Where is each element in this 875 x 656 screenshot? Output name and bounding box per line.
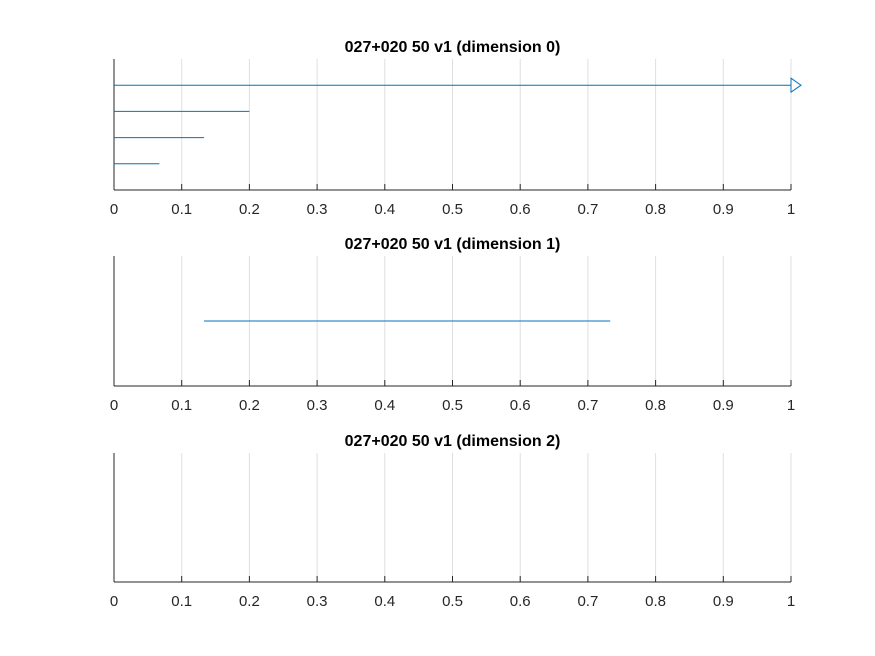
x-tick-label: 0.5 — [442, 201, 463, 218]
x-tick-label: 0.8 — [645, 397, 666, 414]
x-tick-label: 0.1 — [171, 201, 192, 218]
x-tick-label: 0.3 — [307, 201, 328, 218]
x-tick-label: 0.4 — [374, 201, 395, 218]
chart-panel-1: 027+020 50 v1 (dimension 1) 0 0.1 0.2 0.3 0.4… — [110, 236, 795, 414]
x-tick-label: 0.6 — [510, 593, 531, 610]
x-tick-label: 0 — [110, 201, 118, 218]
x-tick-label: 1 — [787, 201, 795, 218]
chart-title: 027+020 50 v1 (dimension 1) — [345, 236, 561, 253]
x-tick-label: 0.9 — [713, 397, 734, 414]
x-tick-label: 1 — [787, 593, 795, 610]
x-tick-label: 0.8 — [645, 593, 666, 610]
infinite-arrow-marker — [790, 77, 802, 94]
x-tick-label: 0.7 — [577, 397, 598, 414]
x-tick-label: 0 — [110, 593, 118, 610]
x-tick-label: 0.3 — [307, 593, 328, 610]
x-tick-label: 0.5 — [442, 593, 463, 610]
x-tick-label: 0.9 — [713, 593, 734, 610]
x-tick-label: 0.4 — [374, 397, 395, 414]
chart-panel-0: 027+020 50 v1 (dimension 0) 0 0.1 0.2 0.3 0.4… — [110, 39, 802, 218]
x-tick-label: 0.2 — [239, 201, 260, 218]
x-tick-label: 0.1 — [171, 593, 192, 610]
x-tick-label: 1 — [787, 397, 795, 414]
x-tick-label: 0.2 — [239, 397, 260, 414]
chart-title: 027+020 50 v1 (dimension 2) — [345, 433, 561, 450]
x-tick-label: 0.8 — [645, 201, 666, 218]
chart-panel-2: 027+020 50 v1 (dimension 2) 0 0.1 0.2 0.3 0.4… — [110, 433, 795, 610]
x-tick-label: 0.6 — [510, 201, 531, 218]
x-tick-label: 0.5 — [442, 397, 463, 414]
x-tick-label: 0.6 — [510, 397, 531, 414]
x-tick-label: 0.2 — [239, 593, 260, 610]
x-tick-label: 0 — [110, 397, 118, 414]
x-tick-label: 0.3 — [307, 397, 328, 414]
x-tick-label: 0.4 — [374, 593, 395, 610]
chart-title: 027+020 50 v1 (dimension 0) — [345, 39, 561, 56]
x-tick-label: 0.9 — [713, 201, 734, 218]
x-tick-label: 0.1 — [171, 397, 192, 414]
x-tick-label: 0.7 — [577, 593, 598, 610]
x-tick-label: 0.7 — [577, 201, 598, 218]
